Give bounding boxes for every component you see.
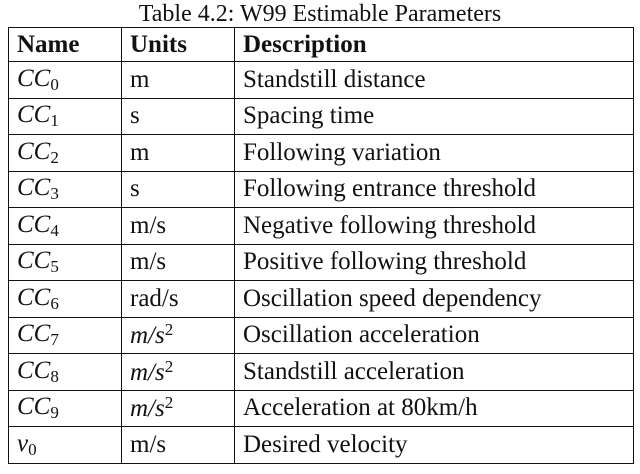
units-cell: m/s2 xyxy=(121,316,235,354)
units-cell: rad/s xyxy=(121,280,235,318)
name-subscript: 2 xyxy=(50,147,59,167)
units-cell: m/s xyxy=(121,426,235,464)
table-row: CC9 m/s2 Acceleration at 80km/h xyxy=(8,389,634,427)
name-cell: CC1 xyxy=(8,97,122,135)
description-cell: Following entrance threshold xyxy=(234,170,634,208)
units-cell: m/s2 xyxy=(121,389,235,427)
units: s xyxy=(130,102,140,130)
name-cell: CC6 xyxy=(8,280,122,318)
header-row: Name Units Description xyxy=(8,27,634,62)
name-symbol: CC xyxy=(17,174,51,202)
description-cell: Following variation xyxy=(234,134,634,172)
name-cell: CC5 xyxy=(8,243,122,281)
table-row: CC7 m/s2 Oscillation acceleration xyxy=(8,316,634,354)
table-row: CC1 s Spacing time xyxy=(8,97,634,135)
name-cell: CC7 xyxy=(8,316,122,354)
name-cell: CC9 xyxy=(8,389,122,427)
table-row: CC5 m/s Positive following threshold xyxy=(8,243,634,281)
name-cell: CC8 xyxy=(8,353,122,391)
name-subscript: 0 xyxy=(50,74,59,94)
name-subscript: 5 xyxy=(50,257,59,277)
name-symbol: CC xyxy=(17,283,51,311)
units-cell: s xyxy=(121,170,235,208)
units-cell: m/s2 xyxy=(121,353,235,391)
name-cell: CC2 xyxy=(8,134,122,172)
units-cell: s xyxy=(121,97,235,135)
description-cell: Oscillation speed dependency xyxy=(234,280,634,318)
name-symbol: CC xyxy=(17,320,51,348)
name-subscript: 9 xyxy=(50,403,59,423)
name-symbol: v xyxy=(17,429,29,457)
table-row: CC8 m/s2 Standstill acceleration xyxy=(8,353,634,391)
name-symbol: CC xyxy=(17,101,51,129)
name-subscript: 8 xyxy=(50,366,59,386)
parameter-table: Name Units Description CC0 m Standstill di… xyxy=(8,27,634,464)
units: m xyxy=(130,65,150,93)
units: m/s xyxy=(130,358,165,386)
description-cell: Standstill acceleration xyxy=(234,353,634,391)
name-symbol: CC xyxy=(17,137,51,165)
header-cell: Units xyxy=(121,27,235,62)
units: m xyxy=(130,138,150,166)
table-body: CC0 m Standstill distance CC1 s Spacing time C… xyxy=(8,61,634,464)
units: rad/s xyxy=(130,284,179,312)
units: m/s xyxy=(130,395,165,423)
name-symbol: CC xyxy=(17,64,51,92)
name-subscript: 4 xyxy=(50,220,59,240)
units-cell: m/s xyxy=(121,207,235,245)
name-subscript: 3 xyxy=(50,184,59,204)
units-superscript: 2 xyxy=(164,356,174,376)
name-cell: CC0 xyxy=(8,61,122,99)
header-cell: Name xyxy=(8,27,122,62)
units-cell: m/s xyxy=(121,243,235,281)
units-superscript: 2 xyxy=(164,393,174,413)
units: m/s xyxy=(130,248,167,276)
name-symbol: CC xyxy=(17,393,51,421)
table-row: CC4 m/s Negative following threshold xyxy=(8,207,634,245)
description-cell: Negative following threshold xyxy=(234,207,634,245)
description-cell: Standstill distance xyxy=(234,61,634,99)
units-cell: m xyxy=(121,61,235,99)
table-row: CC2 m Following variation xyxy=(8,134,634,172)
table-row: CC6 rad/s Oscillation speed dependency xyxy=(8,280,634,318)
units: s xyxy=(130,175,140,203)
name-symbol: CC xyxy=(17,356,51,384)
description-cell: Acceleration at 80km/h xyxy=(234,389,634,427)
description-cell: Positive following threshold xyxy=(234,243,634,281)
table-row: CC0 m Standstill distance xyxy=(8,61,634,99)
table-row: v0 m/s Desired velocity xyxy=(8,426,634,464)
units: m/s xyxy=(130,211,167,239)
name-subscript: 6 xyxy=(50,293,59,313)
name-symbol: CC xyxy=(17,210,51,238)
header-cell: Description xyxy=(234,27,634,62)
name-cell: CC4 xyxy=(8,207,122,245)
name-subscript: 7 xyxy=(50,330,59,350)
table-row: CC3 s Following entrance threshold xyxy=(8,170,634,208)
units: m/s xyxy=(130,322,165,350)
description-cell: Oscillation acceleration xyxy=(234,316,634,354)
name-cell: CC3 xyxy=(8,170,122,208)
units: m/s xyxy=(130,430,167,458)
name-cell: v0 xyxy=(8,426,122,464)
table-caption: Table 4.2: W99 Estimable Parameters xyxy=(138,1,502,27)
description-cell: Spacing time xyxy=(234,97,634,135)
name-subscript: 0 xyxy=(28,439,37,459)
description-cell: Desired velocity xyxy=(234,426,634,464)
name-symbol: CC xyxy=(17,247,51,275)
units-cell: m xyxy=(121,134,235,172)
units-superscript: 2 xyxy=(164,320,174,340)
name-subscript: 1 xyxy=(50,111,59,131)
